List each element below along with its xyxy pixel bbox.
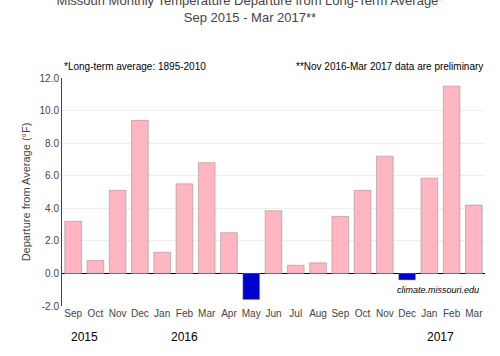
svg-text:Apr: Apr — [221, 308, 237, 319]
svg-text:Jan: Jan — [421, 308, 437, 319]
svg-text:May: May — [242, 308, 261, 319]
svg-text:2016: 2016 — [171, 330, 198, 344]
svg-text:*Long-term average: 1895-2010: *Long-term average: 1895-2010 — [64, 61, 206, 72]
svg-text:10.0: 10.0 — [40, 105, 60, 116]
svg-text:2.0: 2.0 — [45, 235, 59, 246]
svg-text:Mar: Mar — [198, 308, 216, 319]
svg-text:Missouri Monthly Temperature D: Missouri Monthly Temperature Departure f… — [57, 0, 444, 25]
svg-text:Oct: Oct — [355, 308, 371, 319]
svg-text:-2.0: -2.0 — [42, 301, 60, 312]
svg-text:6.0: 6.0 — [45, 170, 59, 181]
svg-text:Aug: Aug — [309, 308, 327, 319]
svg-text:12.0: 12.0 — [40, 73, 60, 84]
svg-text:Feb: Feb — [176, 308, 194, 319]
svg-text:Dec: Dec — [398, 308, 416, 319]
svg-text:Nov: Nov — [109, 308, 127, 319]
svg-text:Jan: Jan — [154, 308, 170, 319]
svg-text:Jul: Jul — [289, 308, 302, 319]
svg-text:Nov: Nov — [376, 308, 394, 319]
svg-text:Sep: Sep — [64, 308, 82, 319]
svg-text:Mar: Mar — [465, 308, 483, 319]
svg-text:Departure from Average (°F): Departure from Average (°F) — [20, 123, 32, 262]
svg-text:Oct: Oct — [88, 308, 104, 319]
svg-text:**Nov 2016-Mar 2017 data are p: **Nov 2016-Mar 2017 data are preliminary — [296, 61, 483, 72]
svg-text:climate.missouri.edu: climate.missouri.edu — [397, 285, 479, 295]
svg-text:Dec: Dec — [131, 308, 149, 319]
svg-text:Feb: Feb — [443, 308, 461, 319]
svg-text:Sep: Sep — [331, 308, 349, 319]
svg-text:2017: 2017 — [427, 330, 454, 344]
svg-text:0.0: 0.0 — [45, 268, 59, 279]
svg-text:2015: 2015 — [71, 330, 98, 344]
svg-text:8.0: 8.0 — [45, 138, 59, 149]
svg-text:4.0: 4.0 — [45, 203, 59, 214]
svg-text:Jun: Jun — [265, 308, 281, 319]
